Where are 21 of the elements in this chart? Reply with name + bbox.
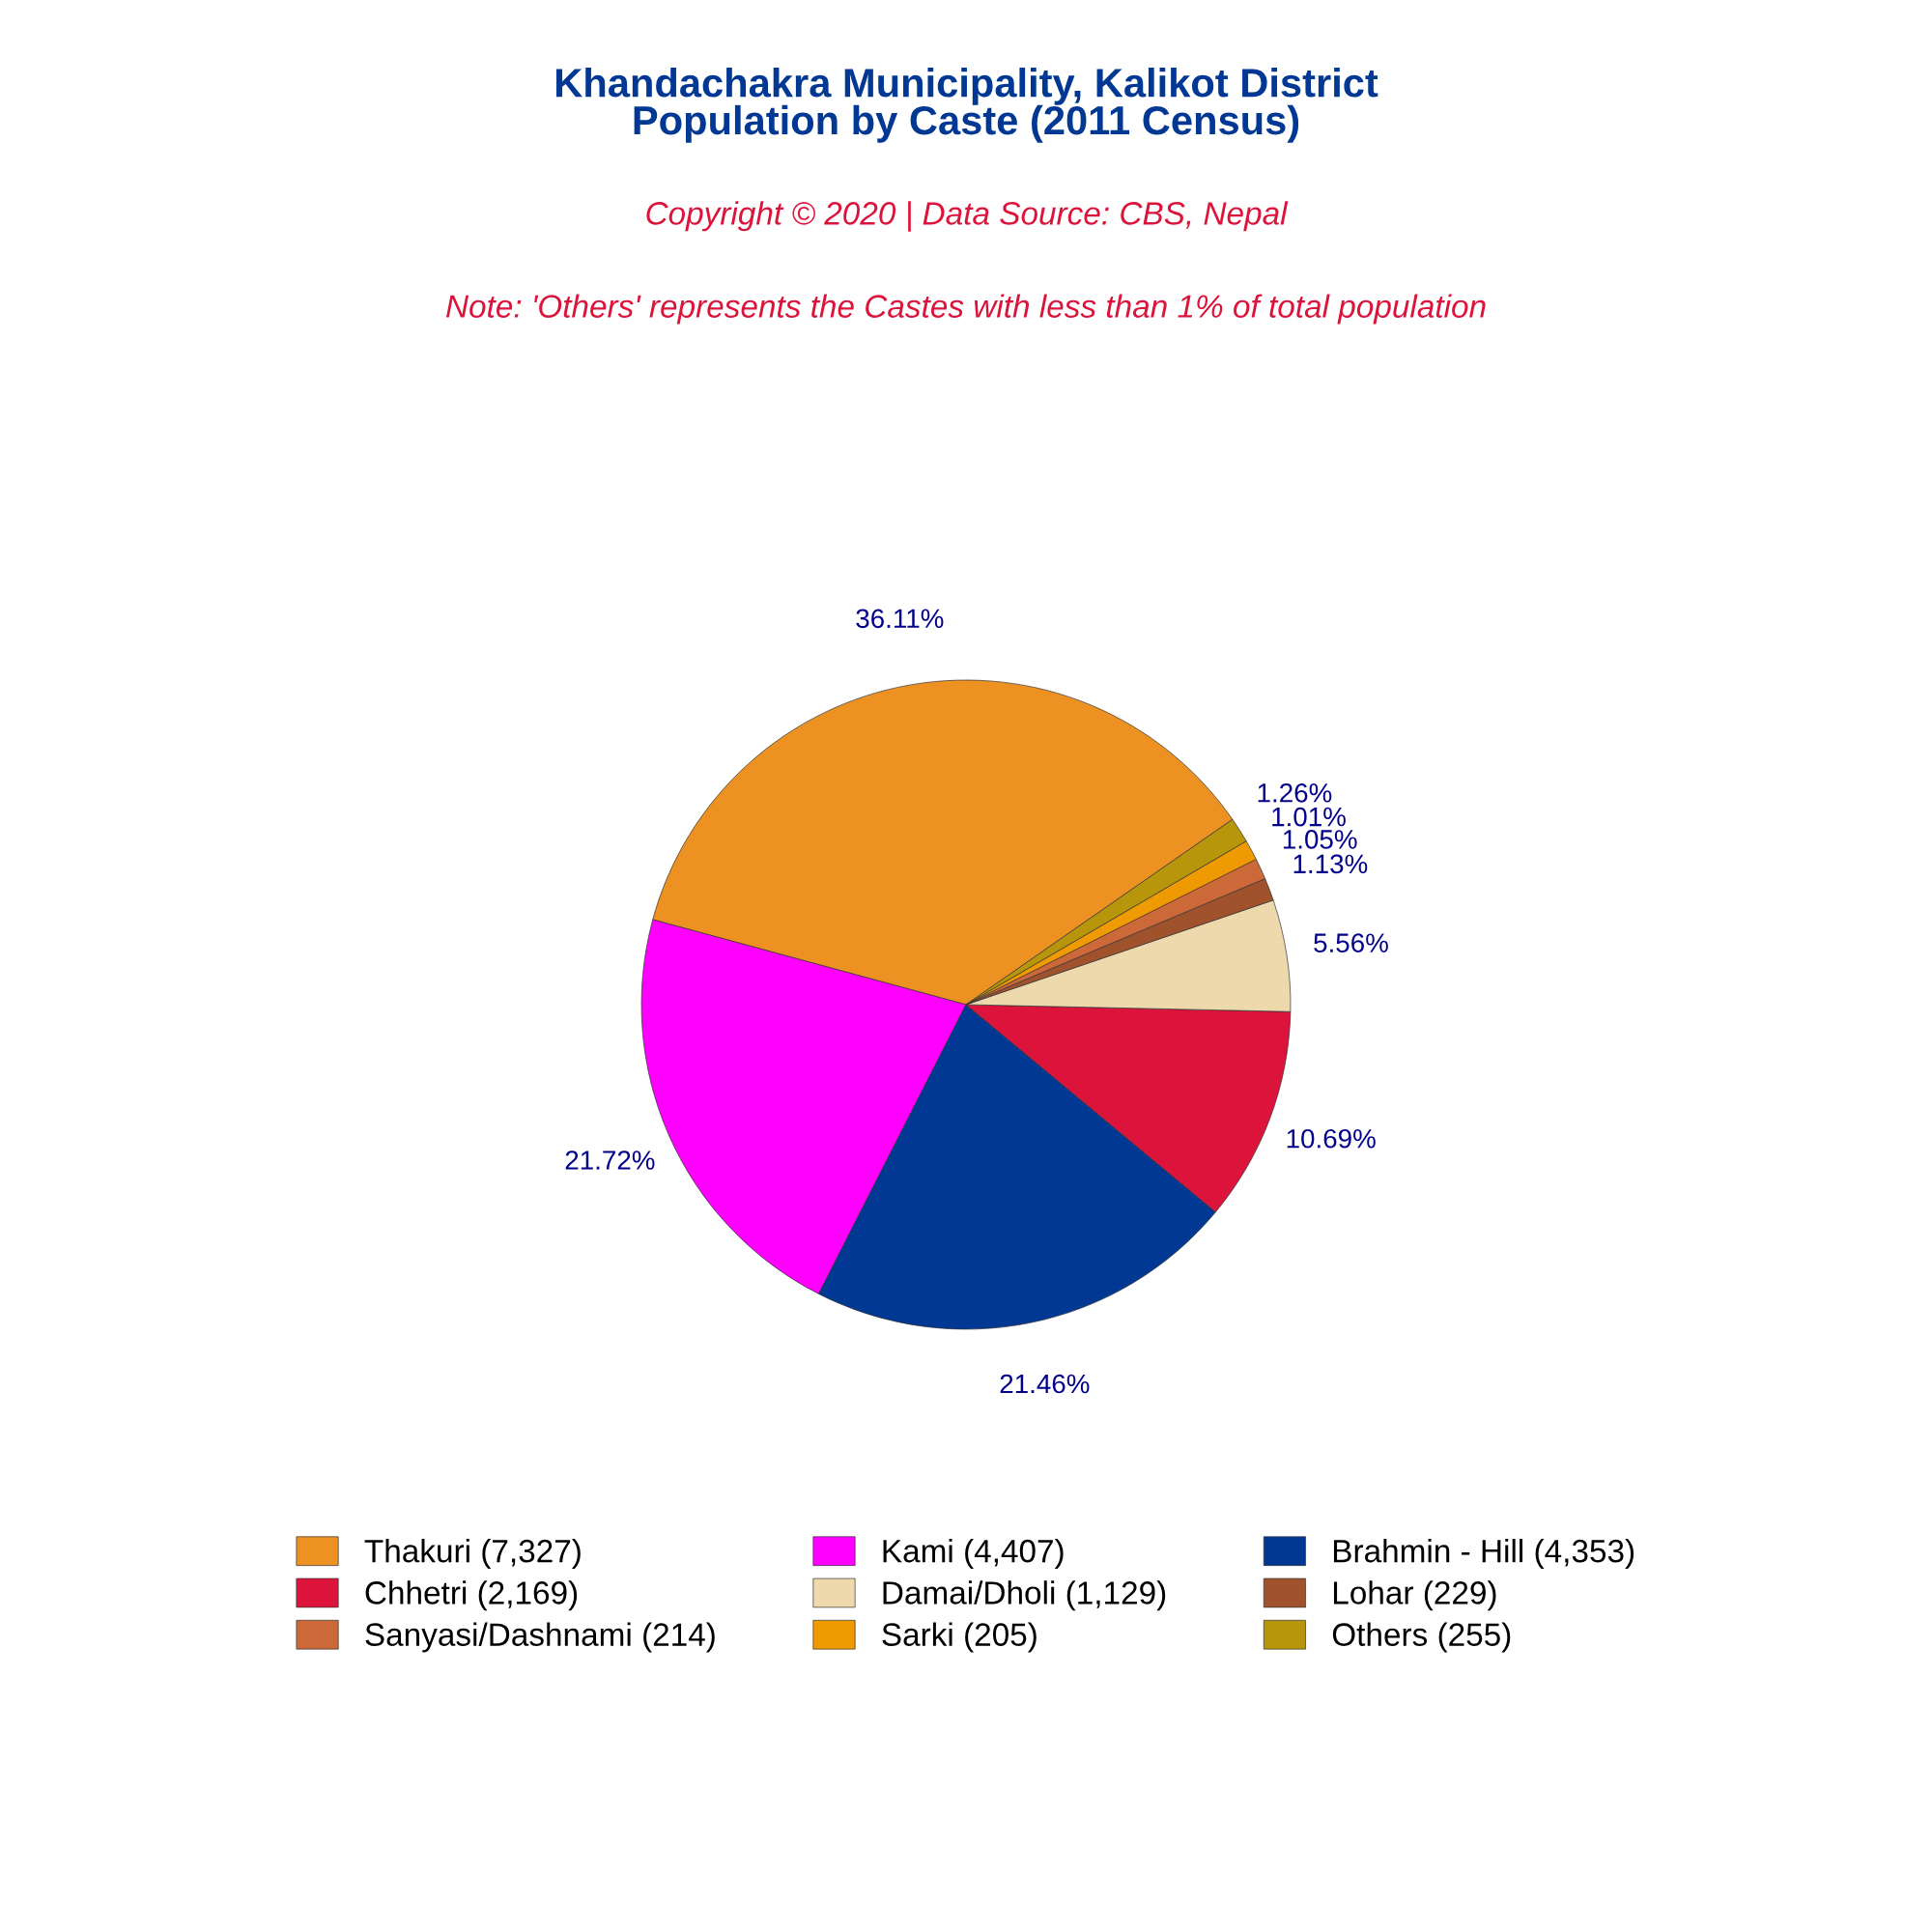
chart-title: Khandachakra Municipality, Kalikot District Population by Caste (2011 Census) — [556, 68, 1378, 143]
data-label: 10.69% — [1287, 1128, 1376, 1149]
legend-label: Chhetri (2,169) — [365, 1580, 578, 1611]
data-label: 21.46% — [1000, 1374, 1090, 1394]
data-label: 21.72% — [565, 1151, 655, 1170]
legend-label: Sanyasi/Dashnami (214) — [365, 1622, 715, 1653]
legend-label: Sarki (205) — [882, 1622, 1037, 1653]
data-label: 1.01% — [1272, 807, 1346, 827]
chart-subtitle: Copyright © 2020 | Data Source: CBS, Nepal — [646, 201, 1289, 232]
data-label: 1.13% — [1293, 854, 1368, 874]
legend-label: Brahmin - Hill (4,353) — [1333, 1538, 1634, 1570]
data-label: 1.05% — [1283, 830, 1357, 849]
data-label: 1.26% — [1258, 782, 1332, 803]
legend-label: Thakuri (7,327) — [364, 1538, 581, 1570]
data-label: 5.56% — [1314, 933, 1388, 952]
legend-label: Lohar (229) — [1333, 1580, 1496, 1611]
text: Note: 'Others' represents the Castes with less than 1% of total population — [446, 294, 1486, 325]
data-label: 36.11% — [856, 609, 944, 629]
legend-label: Kami (4,407) — [883, 1538, 1064, 1570]
legend-label: Damai/Dholi (1,129) — [883, 1580, 1166, 1611]
legend-label: Others (255) — [1332, 1622, 1511, 1653]
